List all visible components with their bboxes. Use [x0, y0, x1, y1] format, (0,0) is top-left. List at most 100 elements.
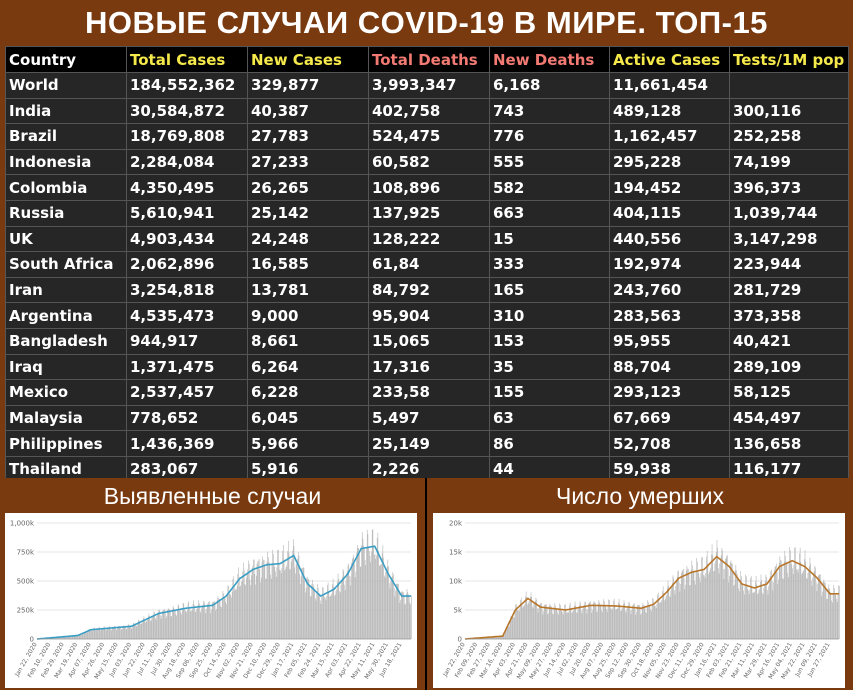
cases-bar: [85, 632, 86, 639]
cases-bar: [178, 605, 180, 639]
deaths-bar: [838, 585, 839, 639]
cases-bar: [165, 618, 167, 639]
deaths-bar: [747, 589, 749, 639]
deaths-bar: [829, 591, 831, 639]
cases-bar: [271, 564, 273, 639]
deaths-bar: [784, 550, 786, 639]
deaths-bar: [762, 594, 764, 639]
cases-bar: [252, 565, 254, 639]
cases-bar: [344, 584, 345, 639]
deaths-bar: [702, 569, 704, 639]
deaths-bar: [814, 565, 816, 639]
deaths-bar: [769, 576, 771, 639]
deaths-bar: [499, 636, 501, 639]
cases-bar: [400, 599, 401, 639]
cases-bar: [143, 616, 145, 639]
deaths-bar: [772, 590, 774, 639]
deaths-bar: [708, 572, 710, 639]
deaths-bar: [530, 592, 532, 639]
cases-bar: [78, 634, 80, 639]
cases-bar: [189, 607, 190, 639]
table-cell: 524,475: [368, 123, 490, 150]
table-cell: 1,371,475: [126, 353, 248, 381]
cases-bar: [63, 636, 64, 639]
cases-bar: [386, 571, 387, 639]
cases-bar: [370, 562, 372, 639]
deaths-bar: [588, 603, 589, 639]
deaths-bar: [624, 603, 625, 639]
table-cell: Iraq: [5, 353, 127, 381]
deaths-bar: [782, 578, 783, 639]
deaths-bar: [828, 584, 830, 639]
deaths-bar: [748, 594, 750, 639]
table-cell: 30,584,872: [126, 97, 248, 125]
deaths-bar: [770, 571, 772, 639]
cases-bar: [275, 571, 276, 639]
deaths-bar: [834, 588, 835, 639]
table-cell: 18,769,808: [126, 123, 248, 150]
cases-bar: [267, 551, 268, 639]
cases-bar: [288, 552, 290, 639]
table-cell: Brazil: [5, 123, 127, 150]
cases-bar: [389, 588, 391, 639]
cases-bar: [390, 581, 391, 639]
table-cell: 4,903,434: [126, 225, 248, 253]
cases-bar: [332, 578, 334, 639]
deaths-bar: [748, 590, 749, 639]
cases-bar: [189, 611, 191, 639]
cases-bar: [315, 598, 316, 639]
cases-bar: [255, 575, 257, 639]
cases-bar: [308, 579, 310, 639]
cases-bar: [64, 636, 65, 639]
cases-bar: [304, 580, 305, 639]
cases-bar: [214, 604, 216, 639]
deaths-bar: [555, 608, 557, 639]
deaths-bar: [490, 636, 492, 639]
cases-bar: [58, 637, 59, 639]
table-cell: 108,896: [368, 174, 490, 201]
deaths-bar: [532, 606, 533, 639]
cases-bar: [398, 593, 400, 639]
table-cell: 329,877: [247, 72, 369, 99]
cases-bar: [123, 625, 125, 639]
deaths-bar: [669, 596, 670, 639]
deaths-bar: [720, 555, 722, 639]
cases-bar: [203, 600, 204, 639]
deaths-bar: [541, 602, 542, 639]
deaths-y-tick: 10k: [449, 578, 463, 586]
deaths-bar: [750, 576, 752, 639]
deaths-bar: [551, 608, 553, 639]
cases-bar: [323, 594, 325, 639]
cases-bar: [184, 608, 185, 639]
deaths-bar: [615, 609, 617, 639]
table-cell: 6,045: [247, 404, 369, 432]
cases-bar: [394, 596, 396, 639]
table-cell: 52,708: [609, 430, 730, 457]
cases-bar: [128, 624, 129, 639]
deaths-bar: [567, 612, 568, 639]
cases-bar: [180, 612, 182, 639]
cases-bar: [242, 571, 244, 639]
deaths-bar: [687, 568, 688, 639]
deaths-chart: 0 5k 10k 15k 20k Jan 22, 2020 Feb 09, 2020 Feb …: [433, 513, 845, 688]
cases-bar: [361, 532, 363, 639]
table-cell: 289,109: [729, 353, 849, 381]
cases-bar: [177, 609, 178, 639]
table-cell: Bangladesh: [5, 327, 127, 355]
cases-bar: [187, 603, 189, 639]
deaths-bar: [520, 597, 522, 639]
deaths-bar: [815, 582, 817, 639]
cases-bar: [312, 579, 313, 639]
deaths-bar: [721, 547, 723, 639]
deaths-bar: [630, 614, 632, 639]
cases-bar: [176, 615, 177, 639]
cases-bar: [258, 560, 259, 639]
cases-bar: [290, 561, 292, 639]
deaths-bar: [667, 587, 668, 639]
deaths-bar: [616, 609, 618, 639]
cases-bar: [322, 586, 323, 639]
col-new-cases: New Cases: [247, 46, 369, 73]
deaths-bar: [783, 578, 784, 639]
cases-bar: [284, 570, 286, 639]
deaths-bar: [715, 551, 717, 639]
